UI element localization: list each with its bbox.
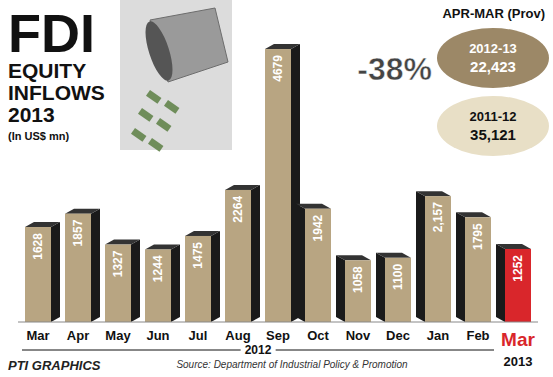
bar-top: [376, 253, 411, 258]
bar-top: [25, 222, 60, 227]
change: -38%: [357, 51, 432, 87]
bar-top: [456, 212, 491, 217]
data-label: 1857: [71, 219, 85, 246]
bar-side: [336, 255, 345, 322]
data-label: 1252: [511, 255, 525, 282]
background: [0, 0, 553, 377]
note: [146, 90, 161, 104]
bar-side: [296, 204, 305, 322]
source: Source: Department of Industrial Policy …: [176, 359, 408, 370]
summary-label: 2012-13: [469, 41, 517, 56]
baseline: [18, 322, 538, 323]
category-label: Sep: [266, 328, 290, 343]
bar-top: [265, 44, 300, 49]
data-label: 4679: [271, 55, 285, 82]
bar-side: [251, 185, 260, 322]
data-label: 1942: [311, 214, 325, 241]
note: [156, 118, 171, 132]
note: [164, 100, 179, 114]
credit: PTI GRAPHICS: [8, 358, 101, 373]
summary-ellipse: [437, 28, 549, 88]
bar: [465, 217, 491, 322]
group-line: [276, 350, 494, 351]
bucket-mouth: [140, 18, 178, 83]
category-label: Aug: [225, 328, 250, 343]
data-label: 2264: [231, 196, 245, 223]
bar: [265, 49, 291, 322]
bar-side: [456, 212, 465, 322]
bar-top: [225, 185, 260, 190]
bar: [385, 258, 411, 322]
data-label: 2,157: [431, 202, 445, 232]
note: [131, 128, 146, 142]
bar-top: [496, 244, 531, 249]
picture: [120, 0, 232, 152]
bar-side: [51, 222, 60, 322]
category-label: Jan: [427, 328, 449, 343]
subtitle: (In US$ mn): [8, 130, 69, 142]
category-label: Mar: [26, 328, 49, 343]
bar: [105, 245, 131, 322]
note: [148, 138, 163, 152]
group-label: 2012: [245, 343, 272, 357]
category-label: Mar: [501, 329, 535, 350]
bar: [425, 196, 451, 322]
data-label: 1327: [111, 250, 125, 277]
bar-top: [296, 204, 331, 209]
data-label: 1244: [151, 255, 165, 282]
category-label: May: [105, 328, 131, 343]
data-label: 1628: [31, 233, 45, 260]
bar: [145, 249, 171, 322]
group-label: 2013: [504, 354, 533, 369]
category-label: Apr: [67, 328, 89, 343]
group-line: [22, 350, 241, 351]
bar-side: [91, 209, 100, 322]
bar-top: [336, 255, 371, 260]
bar-side: [416, 191, 425, 322]
bar-top: [185, 231, 220, 236]
bar-side: [171, 244, 180, 322]
bar: [225, 190, 251, 322]
bar-side: [496, 244, 505, 322]
bar-side: [131, 240, 140, 322]
bar: [65, 214, 91, 322]
bar-top: [65, 209, 100, 214]
bar-side: [376, 253, 385, 322]
bars: [25, 44, 531, 322]
summary-ellipse: [437, 96, 549, 156]
bar-side: [211, 231, 220, 322]
bar: [305, 209, 331, 322]
bar: [505, 249, 531, 322]
category-label: Feb: [466, 328, 489, 343]
picture-ground: [120, 0, 232, 150]
bar: [345, 260, 371, 322]
chart: FDIEQUITYINFLOWS2013 (In US$ mn) APR-MAR (…: [0, 0, 553, 377]
data-label: 1100: [391, 264, 405, 290]
category-label: Nov: [346, 328, 371, 343]
category-label: Jun: [146, 328, 169, 343]
bar-top: [105, 240, 140, 245]
summary-value: 35,121: [470, 126, 516, 143]
summary-label: 2011-12: [470, 109, 517, 124]
data-label: 1795: [471, 223, 485, 250]
bar: [25, 227, 51, 322]
note: [138, 108, 153, 122]
bar-top: [416, 191, 451, 196]
bar: [185, 236, 211, 322]
data-label: 1058: [351, 266, 365, 293]
summary-value: 22,423: [470, 58, 516, 75]
category-label: Dec: [386, 328, 410, 343]
title: FDIEQUITYINFLOWS2013: [8, 3, 105, 126]
period: APR-MAR (Prov): [442, 6, 545, 21]
bar-top: [145, 244, 180, 249]
category-label: Jul: [189, 328, 208, 343]
data-label: 1475: [191, 242, 205, 269]
category-label: Oct: [307, 328, 329, 343]
